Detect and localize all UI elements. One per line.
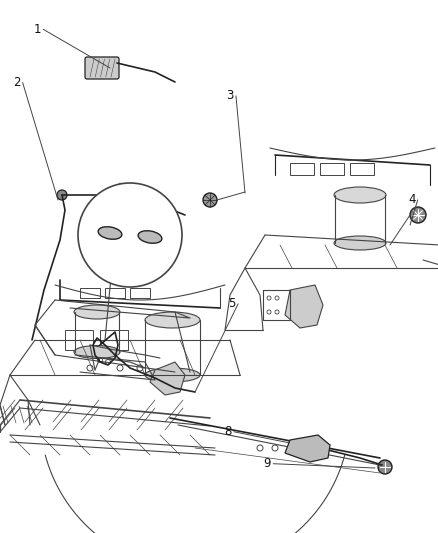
Bar <box>290 163 314 175</box>
Circle shape <box>106 359 110 365</box>
Text: 9: 9 <box>263 457 271 470</box>
Text: 5: 5 <box>229 297 236 310</box>
Ellipse shape <box>74 305 120 319</box>
Polygon shape <box>285 285 323 328</box>
Circle shape <box>117 365 123 371</box>
Polygon shape <box>285 435 330 462</box>
Ellipse shape <box>334 187 386 203</box>
Circle shape <box>87 365 93 371</box>
Text: 10: 10 <box>95 220 110 233</box>
Text: 1: 1 <box>33 23 41 36</box>
Bar <box>350 163 374 175</box>
Circle shape <box>98 358 102 362</box>
Bar <box>80 288 100 298</box>
Bar <box>65 330 93 350</box>
Circle shape <box>203 193 217 207</box>
Circle shape <box>272 445 278 451</box>
Bar <box>130 288 150 298</box>
Circle shape <box>410 207 426 223</box>
Bar <box>105 288 125 298</box>
Circle shape <box>378 460 392 474</box>
Bar <box>100 330 128 350</box>
Ellipse shape <box>145 368 200 382</box>
Text: 4: 4 <box>408 193 416 206</box>
Text: 2: 2 <box>13 76 21 89</box>
Circle shape <box>257 445 263 451</box>
FancyBboxPatch shape <box>85 57 119 79</box>
Bar <box>320 163 344 175</box>
Circle shape <box>78 183 182 287</box>
Circle shape <box>267 310 271 314</box>
Ellipse shape <box>98 227 122 239</box>
Text: 8: 8 <box>224 425 231 438</box>
Ellipse shape <box>334 236 386 250</box>
Polygon shape <box>150 362 185 395</box>
Ellipse shape <box>145 312 200 328</box>
Circle shape <box>275 296 279 300</box>
Ellipse shape <box>74 345 120 359</box>
Circle shape <box>137 365 143 371</box>
Circle shape <box>267 296 271 300</box>
Circle shape <box>57 190 67 200</box>
Text: 3: 3 <box>226 90 233 102</box>
Circle shape <box>275 310 279 314</box>
Ellipse shape <box>138 231 162 243</box>
